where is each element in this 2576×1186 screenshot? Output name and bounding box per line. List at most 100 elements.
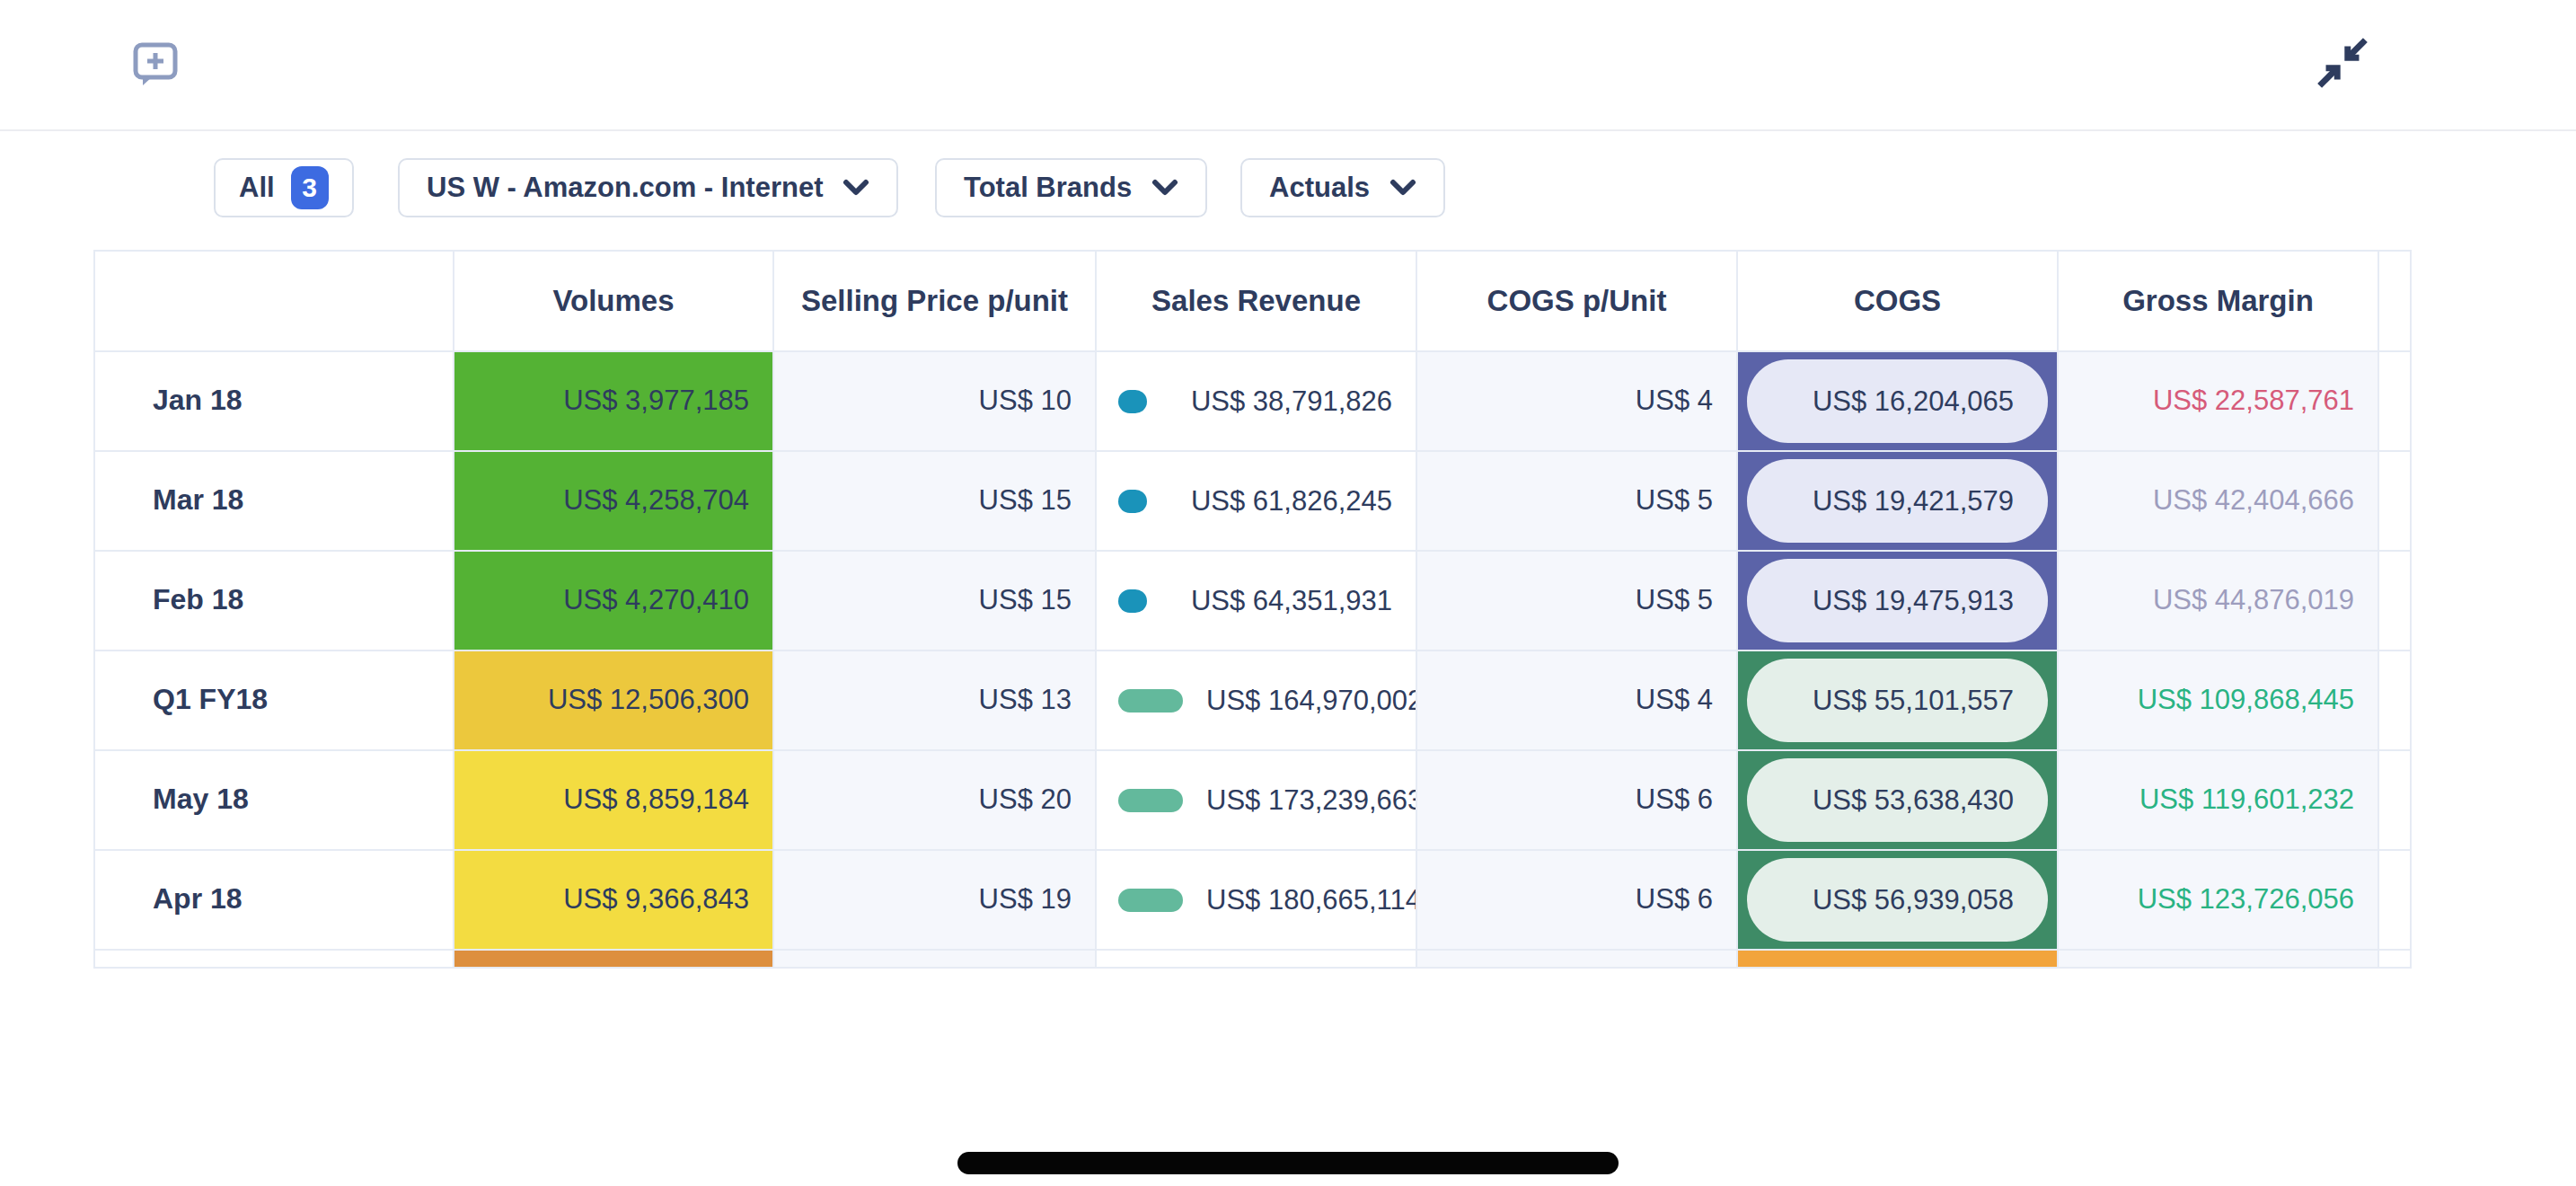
cell-volumes[interactable]: US$ 3,977,185	[454, 352, 774, 450]
sales-revenue-value: US$ 180,665,114	[1183, 852, 1417, 948]
collapse-arrows-icon	[2316, 79, 2369, 93]
cell-sales-revenue[interactable]: US$ 61,826,245	[1097, 452, 1417, 550]
cell-cogs-per-unit[interactable]: US$ 5	[1417, 452, 1738, 550]
cell-cogs-per-unit[interactable]: US$ 4	[1417, 352, 1738, 450]
version-dropdown[interactable]: Actuals	[1240, 158, 1445, 217]
row-label[interactable]: Apr 18	[95, 851, 454, 949]
cell-cogs[interactable]: US$ 56,939,058	[1738, 851, 2059, 949]
row-label[interactable]: Q1 FY18	[95, 651, 454, 749]
header-extra	[2379, 252, 2410, 350]
cell-cogs-partial[interactable]	[1738, 951, 2059, 967]
version-dropdown-label: Actuals	[1269, 172, 1370, 204]
sales-revenue-value: US$ 61,826,245	[1168, 453, 1416, 549]
cell-volumes[interactable]: US$ 8,859,184	[454, 751, 774, 849]
collapse-fullscreen-button[interactable]	[2316, 36, 2369, 90]
header-volumes[interactable]: Volumes	[454, 252, 774, 350]
data-grid: Volumes Selling Price p/unit Sales Reven…	[93, 250, 2412, 969]
chevron-down-icon	[1389, 172, 1416, 204]
cell-cogs[interactable]: US$ 19,421,579	[1738, 452, 2059, 550]
cell-cogs[interactable]: US$ 53,638,430	[1738, 751, 2059, 849]
grid-header-row: Volumes Selling Price p/unit Sales Reven…	[95, 252, 2410, 352]
cell-cogs-per-unit[interactable]: US$ 6	[1417, 851, 1738, 949]
cell-selling-price[interactable]: US$ 13	[774, 651, 1097, 749]
cogs-value-pill: US$ 53,638,430	[1747, 758, 2048, 842]
revenue-bar-indicator	[1118, 689, 1183, 712]
top-bar	[0, 0, 2576, 131]
sales-revenue-value: US$ 38,791,826	[1168, 353, 1416, 449]
cell-selling-price[interactable]: US$ 15	[774, 552, 1097, 650]
header-gross-margin[interactable]: Gross Margin	[2059, 252, 2379, 350]
row-label[interactable]: Mar 18	[95, 452, 454, 550]
cell-volumes[interactable]: US$ 9,366,843	[454, 851, 774, 949]
cell-volumes-partial[interactable]	[454, 951, 774, 967]
cell-cogs-per-unit[interactable]: US$ 4	[1417, 651, 1738, 749]
revenue-bar-indicator	[1118, 889, 1183, 912]
filter-all-label: All	[239, 172, 275, 204]
comment-plus-icon	[131, 77, 180, 91]
chevron-down-icon	[1151, 172, 1178, 204]
cell-volumes[interactable]: US$ 4,270,410	[454, 552, 774, 650]
revenue-bar-indicator	[1118, 589, 1147, 613]
cell-sales-revenue[interactable]: US$ 38,791,826	[1097, 352, 1417, 450]
cell-cogs[interactable]: US$ 55,101,557	[1738, 651, 2059, 749]
cell-extra	[2379, 751, 2410, 849]
cell-selling-price[interactable]: US$ 20	[774, 751, 1097, 849]
cell-selling-price[interactable]: US$ 19	[774, 851, 1097, 949]
cell-gross-margin[interactable]: US$ 22,587,761	[2059, 352, 2379, 450]
cell-extra	[2379, 452, 2410, 550]
table-row: Q1 FY18 US$ 12,506,300 US$ 13 US$ 164,97…	[95, 651, 2410, 751]
cogs-value-pill: US$ 16,204,065	[1747, 359, 2048, 443]
cell-sales-revenue[interactable]: US$ 64,351,931	[1097, 552, 1417, 650]
cell-extra	[2379, 951, 2410, 967]
cogs-value-pill: US$ 55,101,557	[1747, 659, 2048, 742]
header-cogs-per-unit[interactable]: COGS p/Unit	[1417, 252, 1738, 350]
table-row-partial	[95, 951, 2410, 967]
cell-cogs[interactable]: US$ 16,204,065	[1738, 352, 2059, 450]
cell-gross-margin-partial	[2059, 951, 2379, 967]
dimension-dropdown[interactable]: US W - Amazon.com - Internet	[398, 158, 898, 217]
filter-all-button[interactable]: All 3	[214, 158, 354, 217]
cell-selling-price-partial	[774, 951, 1097, 967]
header-cogs[interactable]: COGS	[1738, 252, 2059, 350]
cell-volumes[interactable]: US$ 12,506,300	[454, 651, 774, 749]
cell-sales-revenue[interactable]: US$ 173,239,663	[1097, 751, 1417, 849]
cell-cogs-per-unit[interactable]: US$ 6	[1417, 751, 1738, 849]
home-indicator[interactable]	[957, 1152, 1619, 1174]
cell-extra	[2379, 552, 2410, 650]
cell-cogs[interactable]: US$ 19,475,913	[1738, 552, 2059, 650]
cell-blank	[95, 951, 454, 967]
sales-revenue-value: US$ 164,970,002	[1183, 652, 1417, 748]
cell-gross-margin[interactable]: US$ 42,404,666	[2059, 452, 2379, 550]
cell-sales-revenue[interactable]: US$ 164,970,002	[1097, 651, 1417, 749]
brands-dropdown[interactable]: Total Brands	[935, 158, 1207, 217]
cogs-value-pill: US$ 56,939,058	[1747, 858, 2048, 942]
header-blank	[95, 252, 454, 350]
cell-sales-revenue-partial	[1097, 951, 1417, 967]
brands-dropdown-label: Total Brands	[964, 172, 1132, 204]
add-comment-button[interactable]	[131, 41, 180, 88]
sales-revenue-value: US$ 173,239,663	[1183, 752, 1417, 848]
cell-extra	[2379, 851, 2410, 949]
row-label[interactable]: May 18	[95, 751, 454, 849]
cell-cogs-per-unit[interactable]: US$ 5	[1417, 552, 1738, 650]
cell-volumes[interactable]: US$ 4,258,704	[454, 452, 774, 550]
cell-cogs-per-unit-partial	[1417, 951, 1738, 967]
cell-selling-price[interactable]: US$ 10	[774, 352, 1097, 450]
cogs-value-pill: US$ 19,421,579	[1747, 459, 2048, 543]
table-row: May 18 US$ 8,859,184 US$ 20 US$ 173,239,…	[95, 751, 2410, 851]
cell-gross-margin[interactable]: US$ 119,601,232	[2059, 751, 2379, 849]
header-selling-price[interactable]: Selling Price p/unit	[774, 252, 1097, 350]
cell-gross-margin[interactable]: US$ 109,868,445	[2059, 651, 2379, 749]
cell-gross-margin[interactable]: US$ 123,726,056	[2059, 851, 2379, 949]
header-sales-revenue[interactable]: Sales Revenue	[1097, 252, 1417, 350]
revenue-bar-indicator	[1118, 490, 1147, 513]
dimension-dropdown-label: US W - Amazon.com - Internet	[427, 172, 823, 204]
row-label[interactable]: Feb 18	[95, 552, 454, 650]
filter-count-badge: 3	[291, 166, 329, 209]
row-label[interactable]: Jan 18	[95, 352, 454, 450]
cell-selling-price[interactable]: US$ 15	[774, 452, 1097, 550]
cell-gross-margin[interactable]: US$ 44,876,019	[2059, 552, 2379, 650]
table-row: Feb 18 US$ 4,270,410 US$ 15 US$ 64,351,9…	[95, 552, 2410, 651]
cell-sales-revenue[interactable]: US$ 180,665,114	[1097, 851, 1417, 949]
sales-revenue-value: US$ 64,351,931	[1168, 553, 1416, 649]
